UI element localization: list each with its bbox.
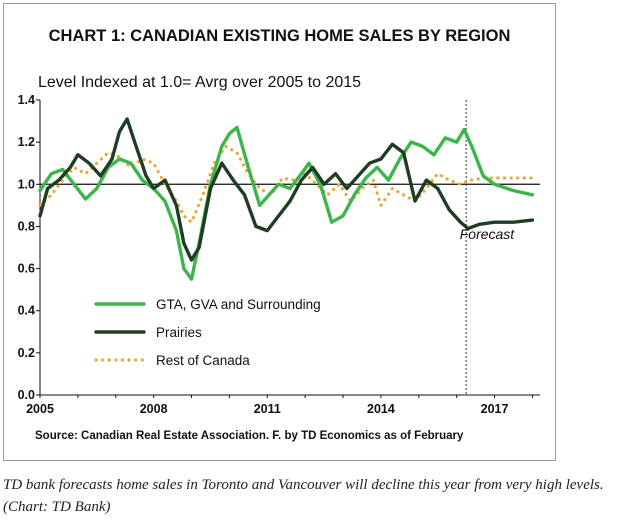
y-tick-label: 0.2 [18, 346, 35, 360]
y-tick-label: 0.4 [18, 304, 35, 318]
y-tick-label: 0.0 [18, 388, 35, 402]
x-tick-label: 2008 [140, 402, 168, 416]
series-line-gta-gva [38, 125, 535, 281]
forecast-annotation: Forecast [460, 226, 516, 242]
x-tick-label: 2011 [254, 402, 281, 416]
line-chart: 0.0 0.2 0.4 0.6 0.8 1.0 1.2 1.4 2005 2008 2011 2014… [18, 93, 540, 416]
x-tick-label: 2014 [367, 402, 395, 416]
y-tick-label: 0.8 [18, 219, 35, 233]
series-line-prairies [38, 117, 535, 262]
source-note: Source: Canadian Real Estate Association… [35, 430, 464, 442]
y-tick-label: 0.6 [18, 262, 35, 276]
chart-title: CHART 1: CANADIAN EXISTING HOME SALES BY… [48, 27, 511, 45]
x-tick-label: 2017 [481, 402, 509, 416]
x-tick-label: 2005 [26, 402, 54, 416]
legend-prairies-label: Prairies [156, 325, 202, 340]
legend-rest-of-canada-label: Rest of Canada [156, 353, 250, 368]
legend-gta-gva-label: GTA, GVA and Surrounding [156, 297, 321, 312]
chart-frame: CHART 1: CANADIAN EXISTING HOME SALES BY… [3, 3, 556, 461]
image-caption: TD bank forecasts home sales in Toronto … [3, 477, 604, 515]
y-tick-label: 1.0 [18, 177, 35, 191]
chart-subtitle: Level Indexed at 1.0= Avrg over 2005 to … [38, 74, 362, 91]
y-tick-label: 1.2 [18, 135, 35, 149]
y-tick-label: 1.4 [18, 93, 35, 107]
